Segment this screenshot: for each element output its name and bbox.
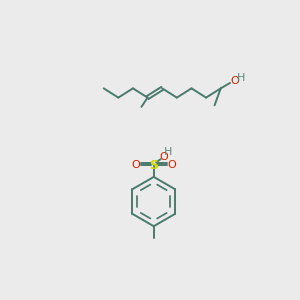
- Text: H: H: [237, 73, 246, 82]
- Text: S: S: [149, 159, 158, 172]
- Text: O: O: [168, 160, 177, 170]
- Text: O: O: [131, 160, 140, 170]
- Text: H: H: [164, 147, 172, 157]
- Text: O: O: [230, 76, 239, 86]
- Text: O: O: [159, 152, 168, 162]
